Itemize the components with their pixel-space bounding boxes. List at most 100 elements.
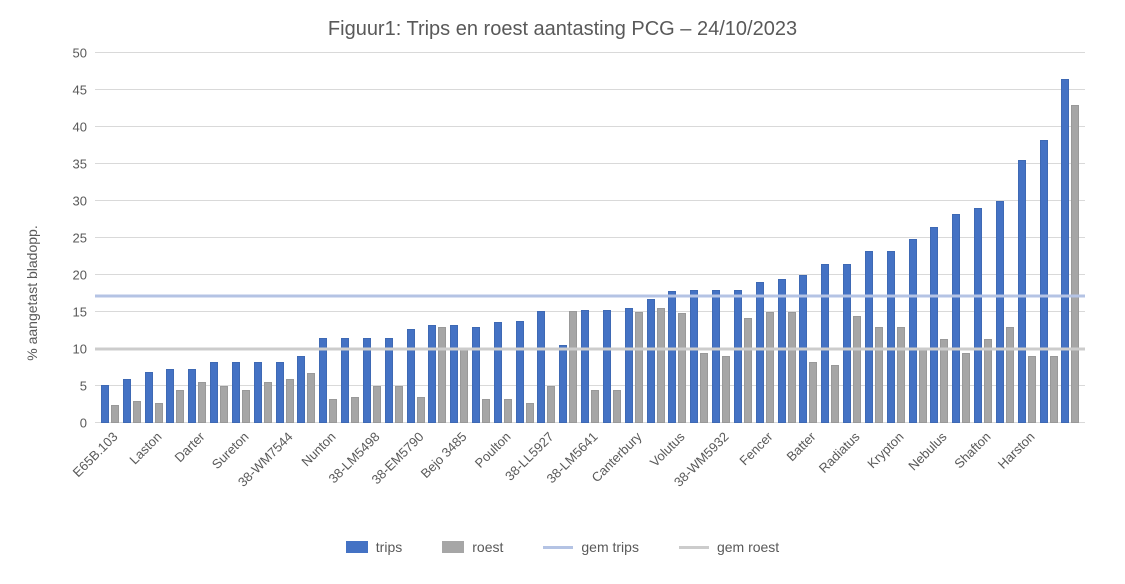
- x-label-slot: Krypton: [885, 423, 907, 533]
- chart-title: Figuur1: Trips en roest aantasting PCG –…: [20, 18, 1105, 41]
- trips-bar: [843, 264, 851, 423]
- trips-bar: [668, 291, 676, 423]
- category-slot: [798, 53, 820, 423]
- category-slot: [645, 53, 667, 423]
- trips-bar: [778, 279, 786, 423]
- roest-bar: [940, 339, 948, 423]
- x-label-slot: [470, 423, 492, 533]
- x-tick-label: E65B.103: [70, 429, 121, 480]
- trips-bar: [952, 214, 960, 423]
- gem-trips-refline: [95, 294, 1085, 297]
- x-label-slot: [907, 423, 929, 533]
- x-label-slot: [645, 423, 667, 533]
- roest-bar: [111, 405, 119, 424]
- category-slot: [208, 53, 230, 423]
- legend-label: gem roest: [717, 539, 779, 555]
- trips-bar: [166, 369, 174, 423]
- category-slot: [885, 53, 907, 423]
- y-tick-label: 45: [73, 83, 95, 98]
- roest-bar: [700, 353, 708, 423]
- plot-area: 05101520253035404550: [95, 53, 1085, 423]
- trips-bar: [821, 264, 829, 423]
- gem-roest-refline: [95, 348, 1085, 351]
- trips-bar: [1061, 79, 1069, 423]
- category-slot: [623, 53, 645, 423]
- legend-swatch-line: [543, 546, 573, 549]
- trips-bar: [887, 251, 895, 423]
- roest-bar: [569, 311, 577, 423]
- roest-bar: [613, 390, 621, 423]
- legend-item-trips: trips: [346, 539, 402, 555]
- category-slot: [252, 53, 274, 423]
- category-slot: [317, 53, 339, 423]
- category-slot: [557, 53, 579, 423]
- trips-bar: [254, 362, 262, 423]
- legend-item-roest: roest: [442, 539, 503, 555]
- category-slot: [928, 53, 950, 423]
- trips-bar: [559, 345, 567, 423]
- roest-bar: [504, 399, 512, 423]
- category-slot: [841, 53, 863, 423]
- category-slot: [230, 53, 252, 423]
- trips-bar: [123, 379, 131, 423]
- roest-bar: [1006, 327, 1014, 423]
- category-slot: [536, 53, 558, 423]
- trips-bar: [1040, 140, 1048, 423]
- roest-bar: [395, 386, 403, 423]
- category-slot: [579, 53, 601, 423]
- trips-bar: [319, 338, 327, 423]
- roest-bar: [417, 397, 425, 423]
- roest-bar: [722, 356, 730, 423]
- x-label-slot: Bejo 3485: [448, 423, 470, 533]
- legend-swatch-bar: [442, 541, 464, 553]
- category-slot: [688, 53, 710, 423]
- legend-swatch-line: [679, 546, 709, 549]
- category-slot: [1038, 53, 1060, 423]
- roest-bar: [547, 386, 555, 423]
- roest-bar: [591, 390, 599, 423]
- roest-bar: [1028, 356, 1036, 423]
- roest-bar: [897, 327, 905, 423]
- legend: trips roest gem trips gem roest: [20, 539, 1105, 555]
- y-tick-label: 10: [73, 342, 95, 357]
- x-axis-labels: E65B.103LastonDarterSureton38-WM7544Nunt…: [95, 423, 1085, 533]
- roest-bar: [198, 382, 206, 423]
- trips-bar: [385, 338, 393, 423]
- roest-bar: [744, 318, 752, 423]
- roest-bar: [962, 353, 970, 423]
- x-label-slot: Harston: [1016, 423, 1038, 533]
- x-label-slot: [819, 423, 841, 533]
- category-slot: [514, 53, 536, 423]
- y-tick-label: 25: [73, 231, 95, 246]
- trips-bar: [581, 310, 589, 423]
- category-slot: [143, 53, 165, 423]
- category-slot: [1059, 53, 1081, 423]
- y-tick-label: 30: [73, 194, 95, 209]
- trips-bar: [450, 325, 458, 423]
- x-label-slot: Darter: [186, 423, 208, 533]
- category-slot: [339, 53, 361, 423]
- trips-bar: [101, 385, 109, 423]
- trips-bar: [407, 329, 415, 423]
- category-slot: [994, 53, 1016, 423]
- legend-label: gem trips: [581, 539, 639, 555]
- x-label-slot: Canterbury: [623, 423, 645, 533]
- y-tick-label: 0: [80, 416, 95, 431]
- category-slot: [754, 53, 776, 423]
- category-slot: [470, 53, 492, 423]
- x-label-slot: [295, 423, 317, 533]
- chart-container: Figuur1: Trips en roest aantasting PCG –…: [0, 0, 1125, 584]
- trips-bar: [690, 290, 698, 423]
- roest-bar: [1050, 356, 1058, 423]
- category-slot: [863, 53, 885, 423]
- trips-bar: [516, 321, 524, 423]
- category-slot: [164, 53, 186, 423]
- y-tick-label: 5: [80, 379, 95, 394]
- legend-label: roest: [472, 539, 503, 555]
- category-slot: [274, 53, 296, 423]
- roest-bar: [875, 327, 883, 423]
- trips-bar: [232, 362, 240, 423]
- roest-bar: [809, 362, 817, 423]
- x-label-slot: Fencer: [754, 423, 776, 533]
- roest-bar: [984, 339, 992, 423]
